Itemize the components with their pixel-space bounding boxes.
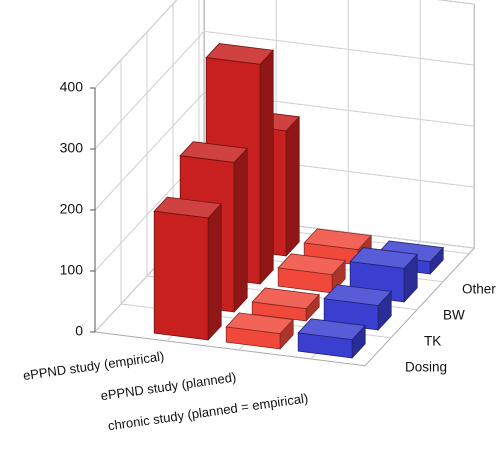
bar-top — [277, 253, 347, 276]
bar-top — [153, 196, 223, 219]
bar-side — [207, 202, 222, 341]
bar — [297, 318, 367, 359]
grid-line — [94, 91, 475, 211]
y-tick-label: 400 — [60, 79, 84, 95]
bar-side — [285, 115, 300, 257]
grid-line — [94, 0, 475, 89]
depth-tick-label: TK — [424, 334, 441, 349]
bar-top — [349, 247, 419, 269]
depth-tick-label: Dosing — [405, 360, 447, 375]
x-tick-label: ePPND study (empirical) — [22, 348, 165, 383]
y-tick-label: 300 — [60, 140, 84, 156]
bar-top — [225, 312, 295, 335]
bar-top — [323, 284, 393, 306]
bar — [153, 196, 223, 341]
bar — [277, 253, 347, 294]
bar-top — [303, 228, 373, 251]
bar-top — [251, 287, 321, 310]
bar — [251, 287, 321, 322]
bar-front — [153, 210, 209, 341]
y-tick-label: 0 — [75, 323, 83, 339]
bar — [303, 228, 373, 266]
bar-top — [205, 43, 275, 65]
bar-side — [233, 147, 248, 313]
depth-tick-label: BW — [443, 308, 465, 323]
bar-top — [297, 318, 367, 341]
bar — [225, 312, 295, 350]
bar-top — [179, 141, 249, 163]
y-tick-label: 100 — [60, 262, 84, 278]
grid-line — [94, 30, 475, 150]
depth-tick-label: Other — [462, 282, 496, 297]
bar-side — [259, 49, 274, 285]
x-tick-label: ePPND study (planned) — [100, 369, 237, 403]
y-tick-label: 200 — [60, 201, 84, 217]
